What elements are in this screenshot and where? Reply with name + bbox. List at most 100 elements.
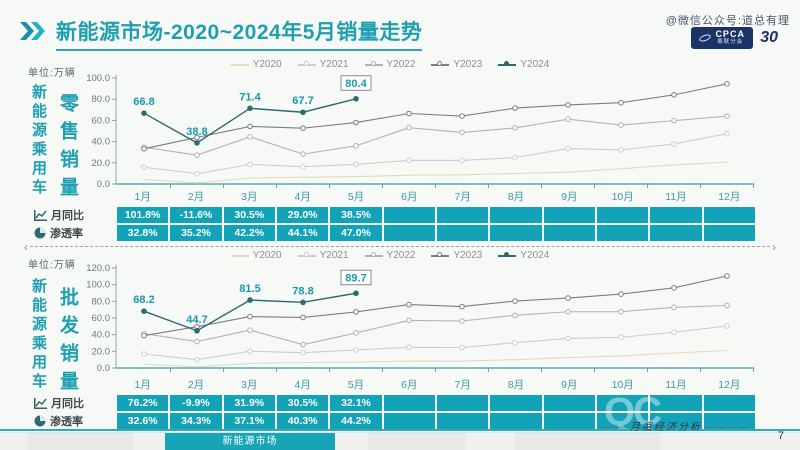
category-label-retail: 新能源乘用车	[30, 84, 47, 198]
svg-text:120.0: 120.0	[86, 263, 110, 274]
series-line-Y2020	[143, 349, 728, 368]
data-point-Y2023	[141, 146, 147, 152]
penetration-cell	[490, 225, 542, 241]
data-point-Y2023	[618, 99, 624, 106]
data-point-Y2022	[724, 302, 730, 309]
yoy-row-label-text: 月同比	[51, 398, 84, 410]
data-point-Y2022	[618, 308, 624, 315]
data-point-Y2022	[406, 317, 412, 324]
svg-text:40.0: 40.0	[92, 330, 111, 341]
penetration-row-retail: 32.8% 35.2% 42.2% 44.1% 47.0%	[117, 225, 755, 241]
data-point-Y2023	[512, 105, 518, 111]
yoy-cell	[490, 395, 542, 411]
legend-marker	[370, 252, 376, 257]
penetration-cell: 34.3%	[170, 413, 222, 429]
month-axis-wholesale: 1月 2月 3月 4月 5月 6月 7月 8月 9月 10月 11月 12月	[117, 378, 755, 393]
data-point-Y2024	[353, 95, 359, 102]
legend-wholesale: Y2020 Y2021 Y2022 Y2023 Y2024	[150, 250, 630, 261]
svg-text:20.0: 20.0	[92, 158, 111, 169]
data-point-Y2024	[194, 140, 200, 146]
data-point-Y2021	[353, 347, 359, 353]
data-point-Y2021	[671, 329, 677, 336]
series-line-Y2021	[143, 325, 728, 361]
data-point-Y2021	[406, 344, 412, 351]
penetration-row-label-text: 渗透率	[50, 228, 83, 240]
page-number: 7	[777, 430, 784, 442]
point-label: 67.7	[292, 95, 313, 107]
series-line-Y2021	[143, 133, 728, 175]
data-point-Y2021	[247, 161, 253, 168]
data-point-Y2024	[194, 327, 200, 334]
data-point-Y2022	[618, 122, 624, 128]
point-label-boxed: 80.4	[345, 78, 367, 90]
legend-item-Y2024: Y2024	[498, 59, 549, 70]
data-point-Y2022	[247, 134, 253, 140]
penetration-cell	[383, 413, 435, 429]
yoy-cell	[436, 395, 489, 411]
data-point-Y2023	[406, 110, 412, 117]
data-point-Y2021	[141, 351, 147, 357]
wholesale-line-chart: 0.0 20.0 40.0 60.0 80.0 100.0 120.0 68.2 44.7 81.…	[86, 263, 754, 374]
data-point-Y2022	[671, 304, 677, 311]
month-header-cell: 7月	[454, 379, 471, 391]
yoy-cell: 101.8%	[117, 207, 169, 223]
data-point-Y2022	[459, 129, 465, 136]
legend-label: Y2024	[520, 59, 550, 70]
legend-marker	[303, 252, 309, 257]
data-point-Y2022	[565, 308, 571, 315]
legend-swatch	[364, 61, 383, 66]
data-point-Y2023	[406, 301, 412, 308]
penetration-row-label-retail: 渗透率	[34, 225, 114, 241]
penetration-row-label-wholesale: 渗透率	[34, 413, 114, 429]
data-point-Y2022	[565, 116, 571, 123]
penetration-row-label-text: 渗透率	[50, 416, 83, 428]
swoosh-icon	[698, 33, 713, 43]
point-label: 66.8	[133, 96, 154, 108]
legend-swatch	[297, 61, 316, 66]
legend-label: Y2022	[386, 59, 416, 70]
tab[interactable]	[368, 433, 465, 450]
line-chart-icon	[34, 397, 47, 409]
data-point-Y2021	[141, 164, 147, 171]
svg-text:80.0: 80.0	[92, 94, 111, 105]
legend-item-Y2021: Y2021	[297, 59, 349, 70]
yoy-cell: 32.1%	[330, 395, 382, 411]
point-label: 81.5	[239, 283, 260, 295]
penetration-cell: 32.6%	[117, 413, 169, 429]
legend-marker	[504, 61, 510, 66]
month-header-cell: 1月	[134, 191, 151, 203]
data-point-Y2023	[565, 102, 571, 108]
yoy-row-label-wholesale: 月同比	[34, 395, 114, 411]
tab[interactable]	[28, 433, 133, 450]
point-label-boxed: 89.7	[345, 272, 366, 284]
penetration-cell: 35.2%	[170, 225, 222, 241]
logo-row: CPCA 乘联分会 30	[691, 27, 778, 49]
data-point-Y2022	[300, 151, 306, 157]
data-point-Y2022	[406, 124, 412, 131]
svg-text:40.0: 40.0	[92, 137, 111, 148]
month-header-cell: 4月	[294, 191, 311, 203]
data-point-Y2023	[300, 125, 306, 131]
line-chart-icon	[34, 209, 47, 221]
yoy-row-wholesale: 76.2% -9.9% 31.9% 30.5% 32.1%	[117, 395, 755, 411]
yoy-cell: 38.5%	[330, 207, 382, 223]
legend-label: Y2021	[319, 250, 349, 261]
tab-active[interactable]: 新能源市场	[165, 433, 335, 450]
penetration-cell: 44.1%	[276, 225, 329, 241]
tab[interactable]	[515, 433, 660, 450]
svg-text:100.0: 100.0	[86, 280, 110, 291]
svg-text:0.0: 0.0	[97, 179, 110, 190]
data-point-Y2022	[459, 318, 465, 324]
unit-label-retail: 单位:万辆	[28, 68, 76, 79]
data-point-Y2023	[618, 291, 624, 297]
legend-swatch	[498, 61, 517, 66]
data-point-Y2023	[459, 303, 465, 310]
data-point-Y2023	[671, 92, 677, 98]
data-point-Y2021	[512, 154, 518, 161]
month-header-cell: 7月	[454, 191, 471, 203]
legend-retail: Y2020 Y2021 Y2022 Y2023 Y2024	[150, 59, 630, 70]
yoy-cell	[436, 207, 489, 223]
yoy-row-label-text: 月同比	[51, 210, 84, 222]
yoy-cell: 76.2%	[117, 395, 169, 411]
data-point-Y2023	[247, 313, 253, 320]
